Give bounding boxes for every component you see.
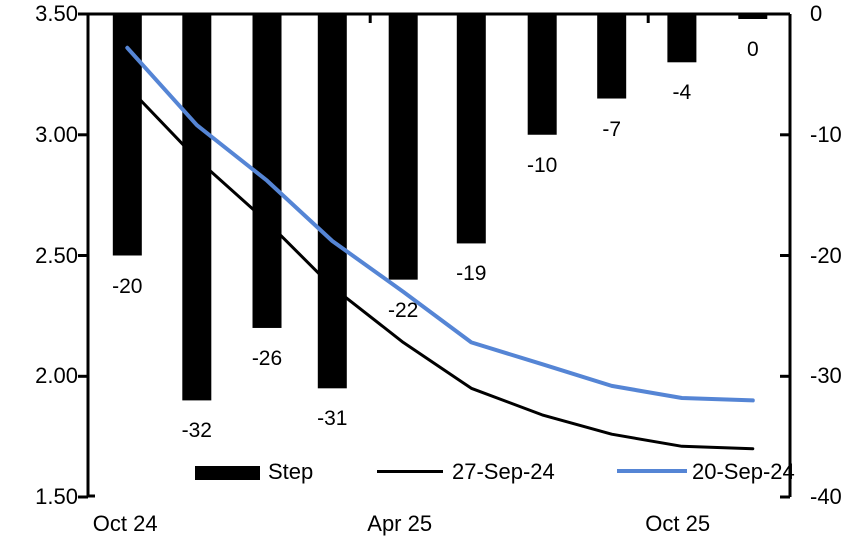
- left-axis-tick-label: 1.50: [35, 484, 78, 509]
- bar-value-label: -4: [672, 81, 692, 105]
- bar-value-label: -32: [181, 419, 212, 443]
- x-axis-label: Apr 25: [367, 511, 433, 536]
- right-axis-tick-label: -40: [810, 484, 842, 509]
- legend-blue-line-swatch: [617, 469, 687, 473]
- step-bar: [667, 14, 697, 63]
- step-bar: [456, 14, 486, 244]
- bar-value-label: -10: [527, 153, 558, 177]
- step-bar: [738, 14, 768, 19]
- bar-value-label: -20: [112, 274, 143, 298]
- x-axis-label: Oct 24: [92, 511, 158, 536]
- right-axis-tick-label: -10: [810, 121, 842, 147]
- left-axis-tick-label: 3.50: [35, 1, 78, 26]
- right-axis-tick-label: -30: [810, 363, 842, 389]
- right-axis-tick-label: -20: [810, 242, 842, 268]
- bar-value-label: -19: [456, 262, 487, 286]
- legend-step-label: Step: [268, 459, 314, 484]
- left-axis-tick-label: 2.00: [35, 363, 78, 389]
- legend-step-swatch: [195, 466, 260, 480]
- bar-value-label: -7: [602, 117, 622, 141]
- step-bar: [182, 14, 212, 401]
- bar-value-label: -22: [388, 298, 419, 322]
- left-axis-line: [86, 14, 95, 498]
- legend-blue-line-label: 20-Sep-24: [692, 459, 795, 484]
- step-bar: [112, 14, 142, 256]
- x-axis-label: Oct 25: [645, 511, 711, 536]
- step-bar: [597, 14, 627, 99]
- line-27-sep-24: [125, 84, 755, 451]
- line-20-sep-24: [125, 45, 755, 403]
- left-axis-tick-label: 2.50: [35, 242, 78, 268]
- right-axis-tick-label: 0: [810, 1, 823, 26]
- step-bar: [388, 14, 418, 280]
- legend-black-line-label: 27-Sep-24: [452, 459, 555, 484]
- step-bar: [317, 14, 347, 389]
- step-bar: [527, 14, 557, 135]
- bar-value-label: -26: [251, 346, 283, 370]
- left-axis-tick-label: 3.00: [35, 121, 78, 147]
- legend-black-line-swatch: [377, 470, 443, 473]
- bar-value-label: 0: [746, 38, 759, 61]
- bar-value-label: -31: [317, 407, 348, 431]
